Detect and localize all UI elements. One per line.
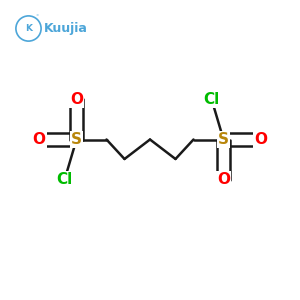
- Text: O: O: [70, 92, 83, 106]
- Text: °: °: [36, 15, 39, 20]
- Text: Cl: Cl: [56, 172, 73, 188]
- Text: O: O: [254, 132, 268, 147]
- Text: Kuujia: Kuujia: [44, 22, 88, 35]
- Text: S: S: [218, 132, 229, 147]
- Text: K: K: [25, 24, 32, 33]
- Text: S: S: [71, 132, 82, 147]
- Text: O: O: [217, 172, 230, 188]
- Text: O: O: [32, 132, 46, 147]
- Text: Cl: Cl: [203, 92, 220, 106]
